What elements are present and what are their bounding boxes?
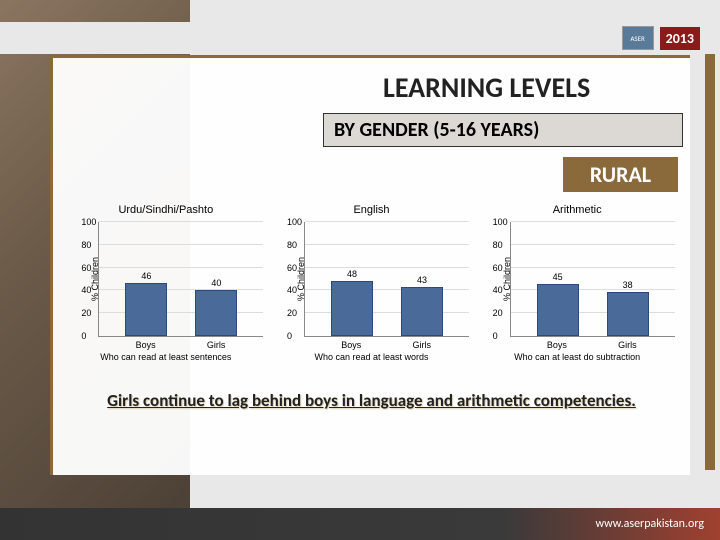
y-tick: 60 [81, 263, 91, 273]
chart-subtitle: Who can read at least sentences [68, 352, 263, 362]
bar [607, 292, 649, 336]
conclusion-text: Girls continue to lag behind boys in lan… [53, 390, 690, 411]
chart-0: Urdu/Sindhi/Pashto % Children 0 20 40 60 80 100… [68, 204, 263, 362]
bar-group: 46 [125, 271, 167, 336]
y-tick: 60 [493, 263, 503, 273]
accent-stripe [705, 30, 715, 470]
footer-url: www.aserpakistan.org [596, 517, 704, 531]
gridline [511, 221, 675, 222]
y-axis-label: % Children [90, 257, 100, 301]
gridline [305, 244, 469, 245]
bar-group: 40 [195, 278, 237, 336]
header: ASER 2013 [0, 22, 720, 54]
y-tick: 80 [493, 240, 503, 250]
chart-title: Arithmetic [480, 204, 675, 216]
chart-2: Arithmetic % Children 0 20 40 60 80 100 45 38 Boys… [480, 204, 675, 362]
x-label: Boys [330, 340, 372, 350]
bar-value-label: 40 [211, 278, 221, 288]
y-tick: 20 [81, 308, 91, 318]
chart-plot: % Children0204060801004640 [98, 222, 263, 337]
bar-value-label: 48 [347, 269, 357, 279]
x-labels: Boys Girls [510, 340, 675, 350]
y-axis-label: % Children [502, 257, 512, 301]
logo-year: 2013 [660, 27, 700, 50]
x-label: Boys [536, 340, 578, 350]
gridline [99, 312, 263, 313]
y-tick: 20 [493, 308, 503, 318]
bar [331, 281, 373, 336]
y-tick: 0 [81, 331, 86, 341]
footer: www.aserpakistan.org [0, 508, 720, 540]
content-card: LEARNING LEVELS BY GENDER (5-16 YEARS) R… [50, 55, 690, 475]
x-label: Girls [401, 340, 443, 350]
bar [125, 283, 167, 336]
x-label: Girls [195, 340, 237, 350]
bar [195, 290, 237, 336]
y-tick: 80 [81, 240, 91, 250]
charts-row: Urdu/Sindhi/Pashto % Children 0 20 40 60 80 100… [53, 204, 690, 362]
x-label: Girls [606, 340, 648, 350]
y-tick: 20 [287, 308, 297, 318]
chart-plot: % Children0204060801004538 [510, 222, 675, 337]
chart-subtitle: Who can at least do subtraction [480, 352, 675, 362]
chart-1: English % Children 0 20 40 60 80 100 48 43 Boys Gir… [274, 204, 469, 362]
chart-plot: % Children0204060801004843 [304, 222, 469, 337]
gridline [99, 244, 263, 245]
bar-value-label: 45 [553, 272, 563, 282]
y-tick: 40 [493, 285, 503, 295]
y-tick: 40 [81, 285, 91, 295]
gridline [511, 312, 675, 313]
subtitle: BY GENDER (5-16 YEARS) [323, 113, 683, 147]
bar-group: 45 [537, 272, 579, 336]
y-tick: 100 [493, 217, 508, 227]
y-axis-label: % Children [296, 257, 306, 301]
y-tick: 40 [287, 285, 297, 295]
gridline [511, 267, 675, 268]
y-tick: 100 [81, 217, 96, 227]
page-title: LEARNING LEVELS [53, 58, 690, 105]
x-labels: Boys Girls [98, 340, 263, 350]
gridline [99, 289, 263, 290]
logo-group: ASER 2013 [622, 26, 700, 50]
gridline [305, 267, 469, 268]
bar-value-label: 46 [141, 271, 151, 281]
gridline [305, 289, 469, 290]
bar-value-label: 38 [623, 280, 633, 290]
gridline [305, 221, 469, 222]
gridline [99, 221, 263, 222]
chart-title: Urdu/Sindhi/Pashto [68, 204, 263, 216]
bar [401, 287, 443, 336]
bar-group: 48 [331, 269, 373, 336]
bar [537, 284, 579, 336]
gridline [511, 289, 675, 290]
y-tick: 0 [287, 331, 292, 341]
gridline [511, 244, 675, 245]
bar-group: 43 [401, 275, 443, 336]
rural-badge: RURAL [563, 157, 678, 192]
logo-aser: ASER [622, 26, 654, 50]
y-tick: 60 [287, 263, 297, 273]
chart-subtitle: Who can read at least words [274, 352, 469, 362]
gridline [99, 267, 263, 268]
bar-value-label: 43 [417, 275, 427, 285]
gridline [305, 312, 469, 313]
x-labels: Boys Girls [304, 340, 469, 350]
y-tick: 0 [493, 331, 498, 341]
chart-title: English [274, 204, 469, 216]
x-label: Boys [125, 340, 167, 350]
bar-group: 38 [607, 280, 649, 336]
y-tick: 80 [287, 240, 297, 250]
y-tick: 100 [287, 217, 302, 227]
